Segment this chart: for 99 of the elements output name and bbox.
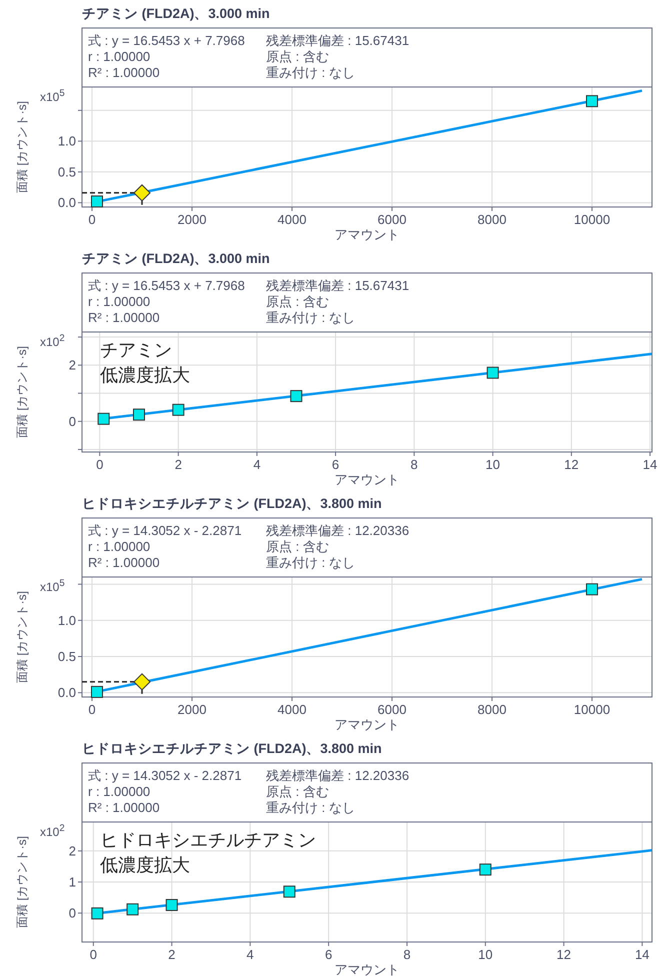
text: 重み付け : なし (266, 65, 355, 80)
x-tick-label: 12 (556, 947, 572, 962)
x-tick-label: 6 (332, 457, 340, 472)
x-tick-label: 6000 (378, 212, 406, 227)
x-tick-label: 8000 (478, 212, 506, 227)
text: 残差標準偏差 : 12.20336 (266, 768, 410, 783)
x-tick-label: 8000 (478, 702, 506, 717)
text: 残差標準偏差 : 15.67431 (266, 33, 410, 48)
chart-title: チアミン (FLD2A)、3.000 min (82, 6, 270, 21)
y-tick-label: 2 (68, 843, 76, 858)
x-tick-label: 10 (486, 457, 500, 472)
point (479, 864, 492, 876)
x-tick-label: 2 (168, 947, 176, 962)
x-axis-title: アマウント (334, 227, 400, 242)
x-tick-label: 14 (642, 457, 658, 472)
x-tick-label: 0 (96, 457, 104, 472)
x-tick-label: 6000 (378, 702, 406, 717)
x-tick-label: 10 (478, 947, 493, 962)
text: 原点 : 含む (266, 294, 329, 309)
point (134, 184, 150, 202)
y-tick-label: 0 (68, 906, 76, 921)
annotation: 低濃度拡大 (100, 365, 190, 385)
chart-title: ヒドロキシエチルチアミン (FLD2A)、3.800 min (82, 496, 382, 511)
y-axis-title: 面積 [カウント·s] (15, 836, 29, 928)
text: R² : 1.00000 (88, 800, 160, 815)
text: 式 : y = 14.3052 x - 2.2871 (88, 768, 242, 783)
point (586, 583, 598, 596)
text: 原点 : 含む (266, 539, 329, 554)
x-tick-label: 4 (253, 457, 261, 472)
x-tick-label: 4000 (278, 702, 306, 717)
point (283, 886, 296, 898)
x-tick-label: 0 (88, 212, 96, 227)
text: 式 : y = 16.5453 x + 7.7968 (88, 33, 245, 48)
y-tick-label: 2 (68, 358, 76, 373)
point (126, 903, 139, 916)
annotation: 低濃度拡大 (100, 855, 190, 875)
text: 重み付け : なし (266, 555, 355, 570)
point (172, 404, 184, 416)
text: x10$^{2}$ (40, 332, 65, 349)
x-tick-label: 4000 (278, 212, 306, 227)
x-tick-label: 10000 (574, 212, 610, 227)
x-axis-title: アマウント (334, 717, 400, 732)
point (133, 408, 145, 421)
y-tick-label: 0.0 (58, 195, 76, 210)
chart-title: ヒドロキシエチルチアミン (FLD2A)、3.800 min (82, 741, 382, 756)
x-tick-label: 0 (90, 947, 97, 962)
x-tick-label: 0 (88, 702, 96, 717)
x-tick-label: 8 (403, 947, 411, 962)
y-tick-label: 1 (68, 874, 76, 890)
x-tick-label: 10000 (574, 702, 610, 717)
y-tick-label: 0.0 (58, 685, 76, 700)
point (91, 195, 103, 208)
text: x10$^{2}$ (40, 822, 65, 839)
text: R² : 1.00000 (88, 310, 160, 325)
x-tick-label: 2000 (178, 702, 206, 717)
y-tick-label: 1.0 (58, 612, 76, 628)
x-tick-label: 2000 (178, 212, 206, 227)
text: r : 1.00000 (88, 294, 150, 309)
text: x10$^{5}$ (40, 578, 65, 594)
y-tick-label: 1.0 (58, 134, 76, 149)
y-tick-label: 0.5 (58, 649, 76, 664)
y-axis-title: 面積 [カウント·s] (15, 101, 29, 193)
text: R² : 1.00000 (88, 65, 160, 80)
point (98, 412, 110, 425)
x-axis-title: アマウント (334, 472, 400, 487)
point (166, 899, 178, 912)
x-tick-label: 12 (564, 457, 579, 472)
x-tick-label: 2 (174, 457, 182, 472)
point (486, 366, 499, 379)
y-axis-title: 面積 [カウント·s] (15, 591, 29, 683)
point (91, 907, 104, 920)
text: 式 : y = 14.3052 x - 2.2871 (88, 523, 242, 538)
x-tick-label: 6 (324, 947, 332, 962)
text: r : 1.00000 (88, 539, 150, 554)
annotation: チアミン (100, 340, 172, 360)
x-axis-title: アマウント (334, 962, 400, 977)
point (290, 390, 302, 402)
text: 残差標準偏差 : 15.67431 (266, 278, 410, 293)
y-axis-title: 面積 [カウント·s] (15, 346, 29, 438)
x-tick-label: 8 (410, 457, 418, 472)
point (91, 686, 103, 698)
x-tick-label: 4 (246, 947, 254, 962)
text: 重み付け : なし (266, 310, 355, 325)
point (586, 95, 598, 108)
y-tick-label: 0 (68, 414, 76, 429)
point (134, 673, 150, 690)
chart-title: チアミン (FLD2A)、3.000 min (82, 251, 270, 266)
text: r : 1.00000 (88, 49, 150, 64)
y-tick-label: 0.5 (58, 164, 76, 180)
text: 原点 : 含む (266, 49, 329, 64)
text: r : 1.00000 (88, 784, 150, 799)
text: R² : 1.00000 (88, 555, 160, 570)
text: x10$^{5}$ (40, 88, 65, 104)
text: 原点 : 含む (266, 784, 329, 799)
annotation: ヒドロキシエチルチアミン (100, 830, 316, 850)
text: 式 : y = 16.5453 x + 7.7968 (88, 278, 245, 293)
text: 残差標準偏差 : 12.20336 (266, 523, 410, 538)
text: 重み付け : なし (266, 800, 355, 815)
x-tick-label: 14 (634, 947, 650, 962)
